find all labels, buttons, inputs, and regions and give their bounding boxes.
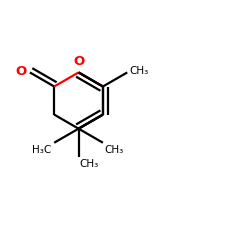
Text: O: O bbox=[73, 55, 84, 68]
Text: O: O bbox=[15, 65, 26, 78]
Text: CH₃: CH₃ bbox=[80, 159, 99, 169]
Text: CH₃: CH₃ bbox=[104, 145, 123, 155]
Text: H₃C: H₃C bbox=[32, 145, 51, 155]
Text: CH₃: CH₃ bbox=[130, 66, 149, 76]
